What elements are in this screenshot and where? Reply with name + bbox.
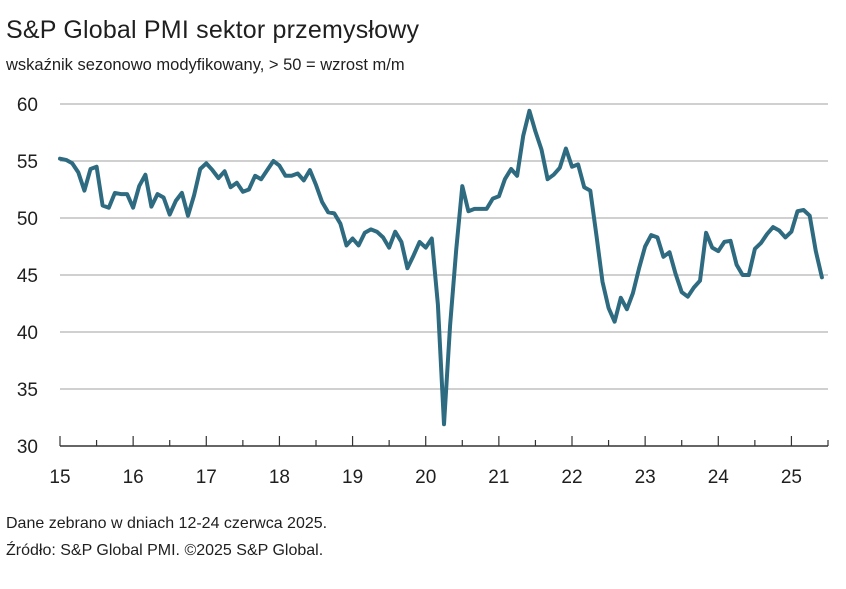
y-tick-label: 60 <box>17 95 38 116</box>
x-tick-label: 16 <box>123 467 144 488</box>
chart-subtitle: wskaźnik sezonowo modyfikowany, > 50 = w… <box>6 56 405 74</box>
series-group <box>58 108 824 427</box>
x-tick-label: 25 <box>781 467 802 488</box>
footnote-collection-dates: Dane zebrano w dniach 12-24 czerwca 2025… <box>6 515 328 532</box>
chart-title: S&P Global PMI sektor przemysłowy <box>6 16 420 44</box>
x-tick-label: 17 <box>196 467 217 488</box>
y-tick-label: 35 <box>17 380 38 401</box>
x-tick-label: 22 <box>561 467 582 488</box>
y-tick-label: 30 <box>17 437 38 458</box>
x-tick-label: 23 <box>635 467 656 488</box>
y-tick-label: 55 <box>17 152 38 173</box>
y-tick-label: 45 <box>17 266 38 287</box>
x-tick-label: 24 <box>708 467 730 488</box>
x-axis-ticks: 15 16 17 18 19 20 21 22 23 24 25 <box>49 436 829 488</box>
y-tick-label: 40 <box>17 323 38 344</box>
series-line-pmi <box>58 108 824 427</box>
x-tick-label: 20 <box>415 467 436 488</box>
footnote-source: Źródło: S&P Global PMI. ©2025 S&P Global… <box>6 542 324 559</box>
pmi-line-chart: 60 55 50 45 40 35 30 15 16 17 18 19 20 21 22 23 24 25 <box>17 95 829 488</box>
x-tick-label: 15 <box>49 467 70 488</box>
y-tick-label: 50 <box>17 209 38 230</box>
x-tick-label: 18 <box>269 467 290 488</box>
x-tick-label: 19 <box>342 467 363 488</box>
x-tick-label: 21 <box>488 467 509 488</box>
y-axis-ticks: 60 55 50 45 40 35 30 <box>17 95 38 458</box>
